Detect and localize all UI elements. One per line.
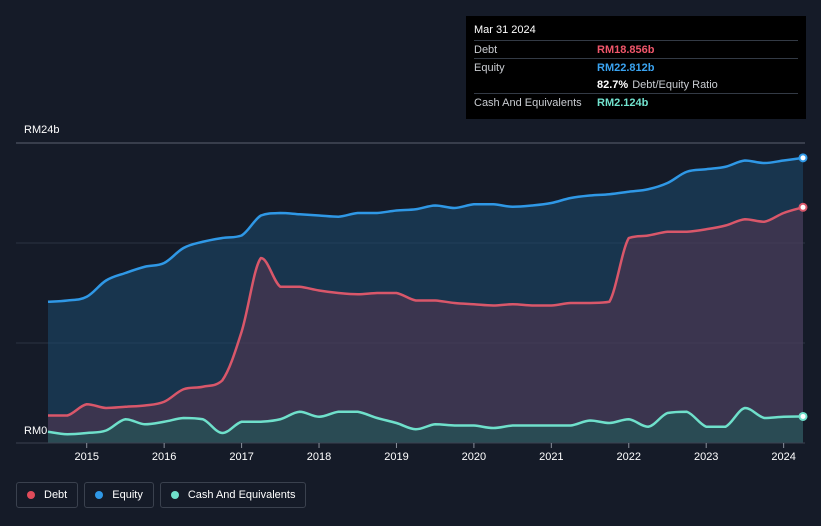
tooltip-ratio-label: Debt/Equity Ratio [632, 78, 718, 91]
x-tick-label: 2023 [694, 451, 718, 463]
cash-and-equivalents-end-point [798, 411, 808, 421]
cash-and-equivalents-line [47, 406, 804, 436]
cash-and-equivalents-area [48, 408, 803, 443]
x-tick-label: 2022 [617, 451, 641, 463]
series-lines [47, 156, 804, 436]
legend-item-debt[interactable]: Debt [16, 482, 79, 508]
tooltip-row-equity: Equity RM22.812b [474, 58, 798, 76]
equity-line [47, 156, 804, 303]
legend-cash-label: Cash And Equivalents [187, 489, 296, 501]
y-axis-top-label: RM24b [24, 124, 60, 136]
tooltip-equity-label: Equity [474, 61, 505, 74]
x-tick-label: 2019 [384, 451, 408, 463]
tooltip-debt-label: Debt [474, 43, 498, 56]
debt-area [48, 207, 803, 443]
tooltip-date: Mar 31 2024 [474, 24, 536, 36]
cash-dot-icon [170, 491, 179, 499]
x-tick-label: 2018 [307, 451, 331, 463]
equity-end-point [798, 153, 808, 163]
series-end-markers [798, 153, 808, 421]
legend-item-equity[interactable]: Equity [84, 482, 154, 508]
x-tick-label: 2020 [462, 451, 486, 463]
x-tick-label: 2015 [74, 451, 98, 463]
tooltip-ratio-value: 82.7% [597, 78, 629, 91]
x-tick-label: 2016 [152, 451, 176, 463]
tooltip-cash-value: RM2.124b [597, 96, 649, 109]
chart-legend: Debt Equity Cash And Equivalents [16, 482, 307, 508]
x-tick-label: 2017 [229, 451, 253, 463]
debt-end-point [798, 202, 808, 212]
tooltip-row-debt: Debt RM18.856b [474, 40, 798, 58]
x-axis: 2015 2016 2017 2018 2019 2020 2021 2022 2023 2024 [16, 442, 805, 463]
y-axis-bottom-label: RM0 [24, 425, 48, 437]
tooltip-row-ratio: 82.7% Debt/Equity Ratio [474, 76, 798, 93]
x-tick-label: 2021 [539, 451, 563, 463]
tooltip-equity-value: RM22.812b [597, 61, 655, 74]
tooltip-row-cash: Cash And Equivalents RM2.124b [474, 93, 798, 111]
data-tooltip: Mar 31 2024 Debt RM18.856b Equity RM22.8… [466, 16, 806, 119]
debt-dot-icon [27, 491, 35, 499]
tooltip-debt-value: RM18.856b [597, 43, 655, 56]
equity-dot-icon [95, 491, 104, 499]
tooltip-cash-label: Cash And Equivalents [474, 96, 582, 109]
debt-line [48, 206, 804, 417]
x-tick-label: 2024 [771, 451, 795, 463]
legend-debt-label: Debt [44, 489, 68, 501]
legend-item-cash[interactable]: Cash And Equivalents [159, 482, 307, 508]
legend-equity-label: Equity [112, 489, 143, 501]
